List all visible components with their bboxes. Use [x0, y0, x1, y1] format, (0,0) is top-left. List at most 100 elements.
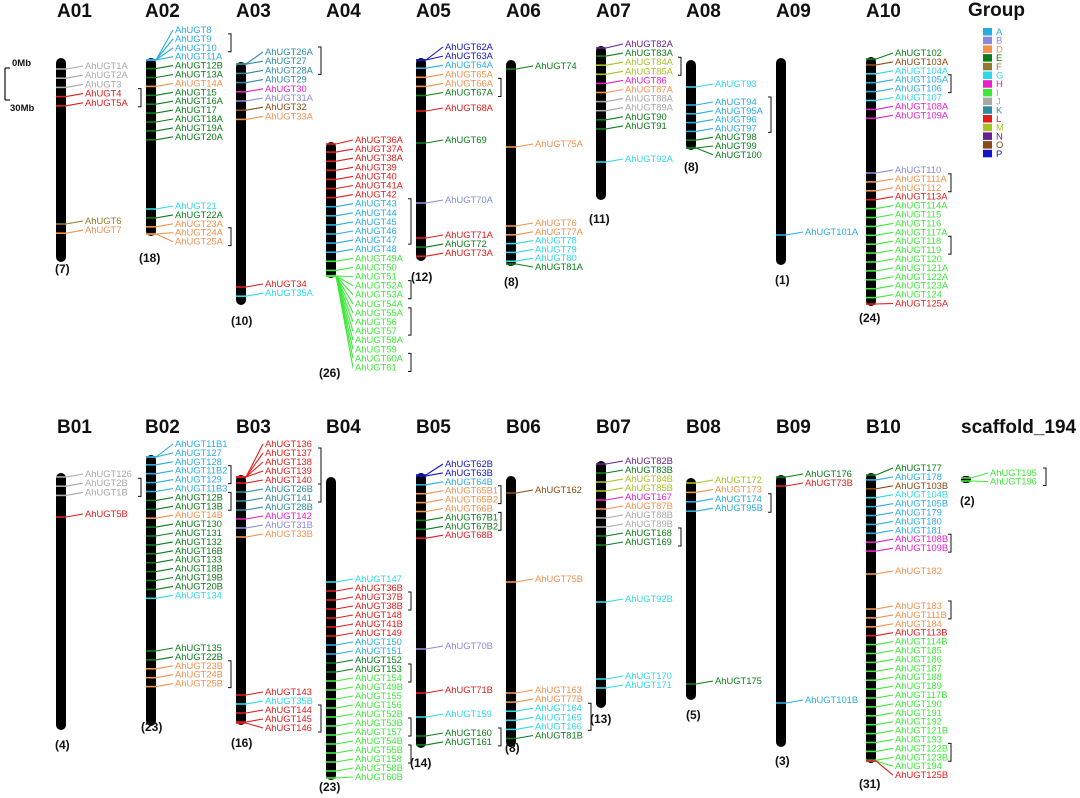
- gene-connector: [875, 114, 894, 119]
- duplication-bracket: [678, 527, 682, 547]
- chromosome-title: scaffold_194: [961, 417, 1077, 438]
- gene-label: AhUGT113A: [895, 191, 948, 202]
- gene-label: AhUGT102: [895, 47, 942, 58]
- chromosome-gene-count: (7): [55, 262, 70, 276]
- gene-connector: [425, 252, 444, 257]
- gene-connector: [425, 46, 444, 61]
- gene-label: AhUGT125B: [895, 769, 948, 780]
- chromosome-bar: [326, 477, 336, 780]
- legend-item-o: O: [983, 140, 1003, 151]
- gene-label: AhUGT127: [175, 447, 222, 458]
- gene-connector: [875, 649, 894, 655]
- gene-connector: [245, 506, 264, 511]
- gene-label: AhUGT56: [355, 316, 397, 327]
- gene-connector: [875, 302, 894, 305]
- gene-connector: [335, 248, 354, 253]
- legend-item-g: G: [983, 71, 1003, 82]
- gene-label: AhUGT122B: [895, 742, 948, 753]
- gene-label: AhUGT125A: [895, 298, 949, 309]
- gene-label: AhUGT65B2: [445, 494, 498, 505]
- gene-connector: [335, 650, 354, 655]
- gene-label: AhUGT18B: [175, 563, 223, 574]
- chromosome-bar: [326, 142, 336, 278]
- gene-connector: [695, 488, 714, 493]
- gene-connector: [335, 596, 354, 601]
- gene-label: AhUGT65A: [445, 68, 494, 79]
- chromosome-bar: [776, 475, 786, 747]
- gene-connector: [515, 689, 534, 694]
- gene-connector: [875, 703, 894, 708]
- legend-label: J: [996, 97, 1001, 108]
- gene-label: AhUGT129: [175, 474, 222, 485]
- gene-connector: [335, 722, 354, 727]
- gene-connector: [425, 516, 444, 521]
- gene-label: AhUGT41A: [355, 180, 404, 191]
- gene-label: AhUGT73B: [805, 477, 853, 488]
- gene-label: AhUGT82B: [625, 455, 673, 466]
- gene-connector: [515, 240, 534, 245]
- gene-connector: [155, 127, 174, 132]
- gene-connector: [245, 461, 264, 478]
- duplication-bracket: [768, 96, 772, 133]
- gene-label: AhUGT91: [625, 120, 667, 131]
- gene-connector: [605, 460, 624, 465]
- duplication-bracket: [768, 493, 772, 513]
- gene-connector: [155, 443, 174, 458]
- gene-connector: [605, 487, 624, 492]
- gene-label: AhUGT183: [895, 600, 942, 611]
- legend-label: D: [996, 44, 1003, 55]
- gene-connector: [335, 713, 354, 718]
- legend-label: L: [996, 114, 1001, 125]
- gene-connector: [425, 73, 444, 78]
- gene-label: AhUGT181: [895, 524, 942, 535]
- gene-connector: [335, 704, 354, 709]
- duplication-bracket: [948, 742, 952, 762]
- gene-connector: [875, 747, 894, 752]
- gene-connector: [245, 115, 264, 120]
- gene-label: AhUGT156: [355, 699, 402, 710]
- gene-label: AhUGT88A: [625, 93, 674, 104]
- gene-connector: [605, 598, 624, 603]
- gene-connector: [875, 605, 894, 610]
- chromosome-b03: B03(16)AhUGT136AhUGT137AhUGT138AhUGT139A…: [231, 417, 322, 750]
- gene-connector: [875, 285, 894, 290]
- gene-connector: [875, 205, 894, 210]
- chromosome-a06: A06(8)AhUGT74AhUGT75AAhUGT76AhUGT77AAhUG…: [504, 1, 584, 289]
- gene-label: AhUGT12B: [175, 491, 223, 502]
- legend-swatch: [983, 115, 992, 123]
- gene-connector: [425, 472, 444, 477]
- gene-connector: [335, 614, 354, 619]
- gene-connector: [515, 222, 534, 227]
- duplication-bracket: [948, 74, 952, 94]
- gene-connector: [155, 647, 174, 652]
- gene-connector: [695, 507, 714, 512]
- gene-connector: [155, 29, 174, 61]
- gene-label: AhUGT178: [895, 471, 942, 482]
- chromosome-title: B04: [326, 417, 361, 438]
- gene-label: AhUGT75B: [535, 573, 583, 584]
- chromosome-gene-count: (4): [55, 738, 70, 752]
- legend-label: F: [996, 62, 1002, 73]
- gene-label: AhUGT112: [895, 182, 941, 193]
- gene-connector: [245, 515, 264, 520]
- gene-connector: [425, 645, 444, 650]
- gene-label: AhUGT6: [85, 215, 121, 226]
- gene-connector: [695, 145, 714, 149]
- gene-connector: [335, 175, 354, 180]
- gene-connector: [425, 689, 444, 694]
- gene-label: AhUGT96: [715, 114, 757, 125]
- duplication-bracket: [408, 717, 412, 737]
- gene-label: AhUGT81A: [535, 261, 584, 272]
- gene-connector: [245, 452, 264, 478]
- duplication-bracket: [408, 591, 412, 611]
- gene-connector: [875, 79, 894, 84]
- gene-label: AhUGT19A: [175, 122, 224, 133]
- gene-connector: [875, 240, 894, 245]
- legend-item-k: K: [983, 105, 1003, 116]
- gene-connector: [245, 106, 264, 111]
- gene-label: AhUGT169: [625, 536, 672, 547]
- gene-label: AhUGT33A: [265, 110, 314, 121]
- gene-connector: [695, 101, 714, 106]
- gene-label: AhUGT170: [625, 670, 672, 681]
- gene-label: AhUGT51: [355, 271, 397, 282]
